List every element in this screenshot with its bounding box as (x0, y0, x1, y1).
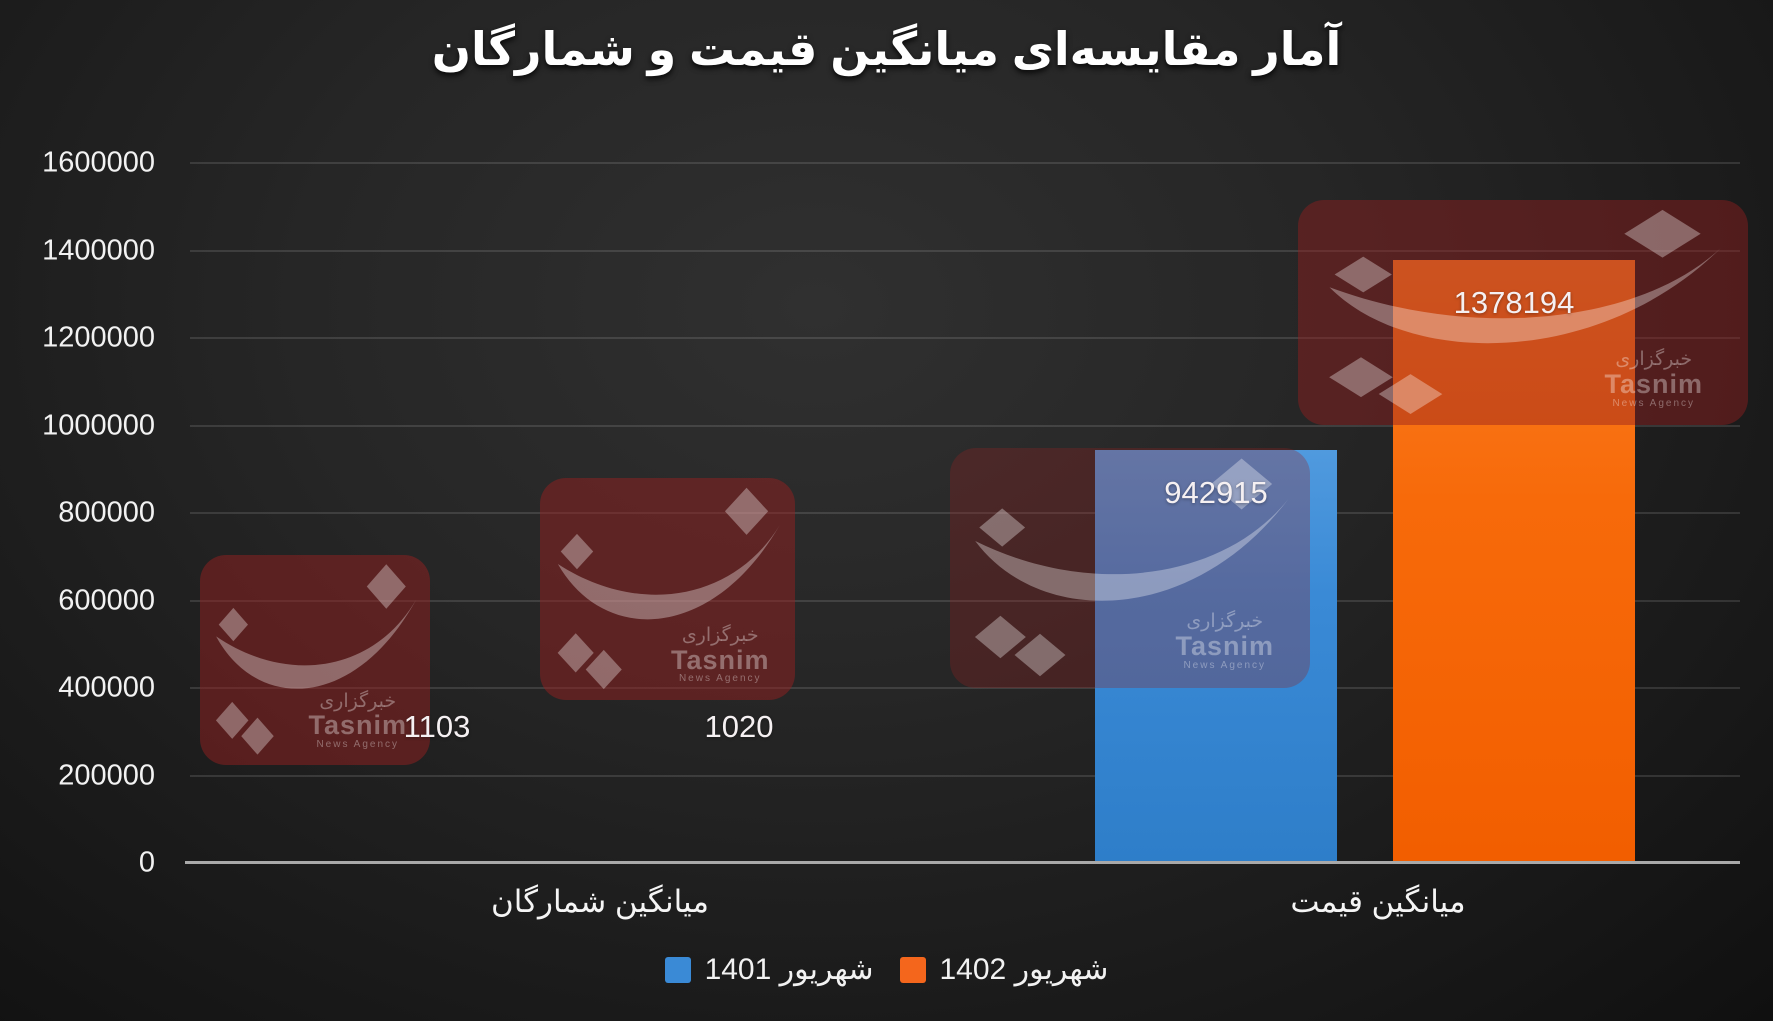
y-tick-label: 200000 (58, 759, 155, 791)
gridline (190, 512, 1740, 514)
legend-entry-1402: شهریور 1402 (899, 952, 1109, 987)
tasnim-logo-watermark: خبرگزاری Tasnim News Agency (200, 555, 430, 765)
tasnim-logo-watermark: خبرگزاری Tasnim News Agency (540, 478, 795, 700)
category-label-average-circulation: میانگین شمارگان (491, 884, 709, 919)
calligraphy-swoosh-icon (1329, 209, 1721, 414)
gridline (190, 424, 1740, 427)
gridline (190, 599, 1740, 602)
legend-label-1401: شهریور 1401 (704, 953, 874, 986)
category-label-average-price: میانگین قیمت (1290, 884, 1466, 919)
legend-swatch-1401-icon (664, 956, 691, 983)
y-tick-label: 1200000 (42, 321, 155, 354)
gridline (190, 249, 1740, 252)
y-tick-label: 600000 (58, 584, 155, 616)
legend-label-1402: شهریور 1402 (939, 953, 1109, 986)
bar-value-label: 1020 (704, 709, 774, 744)
y-tick-label: 400000 (58, 671, 155, 704)
bar-value-label: 942915 (1164, 475, 1268, 511)
calligraphy-swoosh-icon (974, 458, 1289, 677)
legend-swatch-1402-icon (899, 956, 926, 983)
gridline (190, 774, 1740, 777)
bar-value-label: 1103 (403, 709, 471, 744)
x-axis-line (185, 861, 1740, 864)
bar-value-label: 1378194 (1453, 285, 1575, 321)
y-tick-label: 1600000 (42, 146, 155, 179)
gridline (190, 337, 1740, 339)
calligraphy-swoosh-icon (215, 564, 417, 755)
y-tick-label: 800000 (58, 496, 155, 529)
tasnim-logo-watermark: خبرگزاری Tasnim News Agency (1298, 200, 1748, 425)
chart-title: آمار مقایسه‌ای میانگین قیمت و شمارگان (431, 23, 1342, 75)
watermark-brand-text: خبرگزاری Tasnim News Agency (1604, 349, 1703, 409)
watermark-brand-text: خبرگزاری Tasnim News Agency (670, 624, 770, 684)
legend: شهریور 1401 شهریور 1402 (0, 952, 1773, 987)
y-tick-label: 1400000 (42, 234, 155, 266)
tasnim-logo-watermark: خبرگزاری Tasnim News Agency (950, 448, 1310, 688)
watermark-brand-text: خبرگزاری Tasnim News Agency (308, 690, 407, 750)
bar-series2-cat2 (1393, 260, 1635, 863)
watermark-brand-text: خبرگزاری Tasnim News Agency (1175, 611, 1274, 671)
y-tick-label: 0 (138, 846, 155, 879)
gridline (190, 687, 1740, 689)
calligraphy-swoosh-icon (557, 487, 780, 690)
legend-entry-1401: شهریور 1401 (664, 952, 874, 987)
bar-series1-cat2 (1095, 450, 1337, 863)
gridline (190, 162, 1740, 164)
y-tick-label: 1000000 (42, 409, 155, 441)
